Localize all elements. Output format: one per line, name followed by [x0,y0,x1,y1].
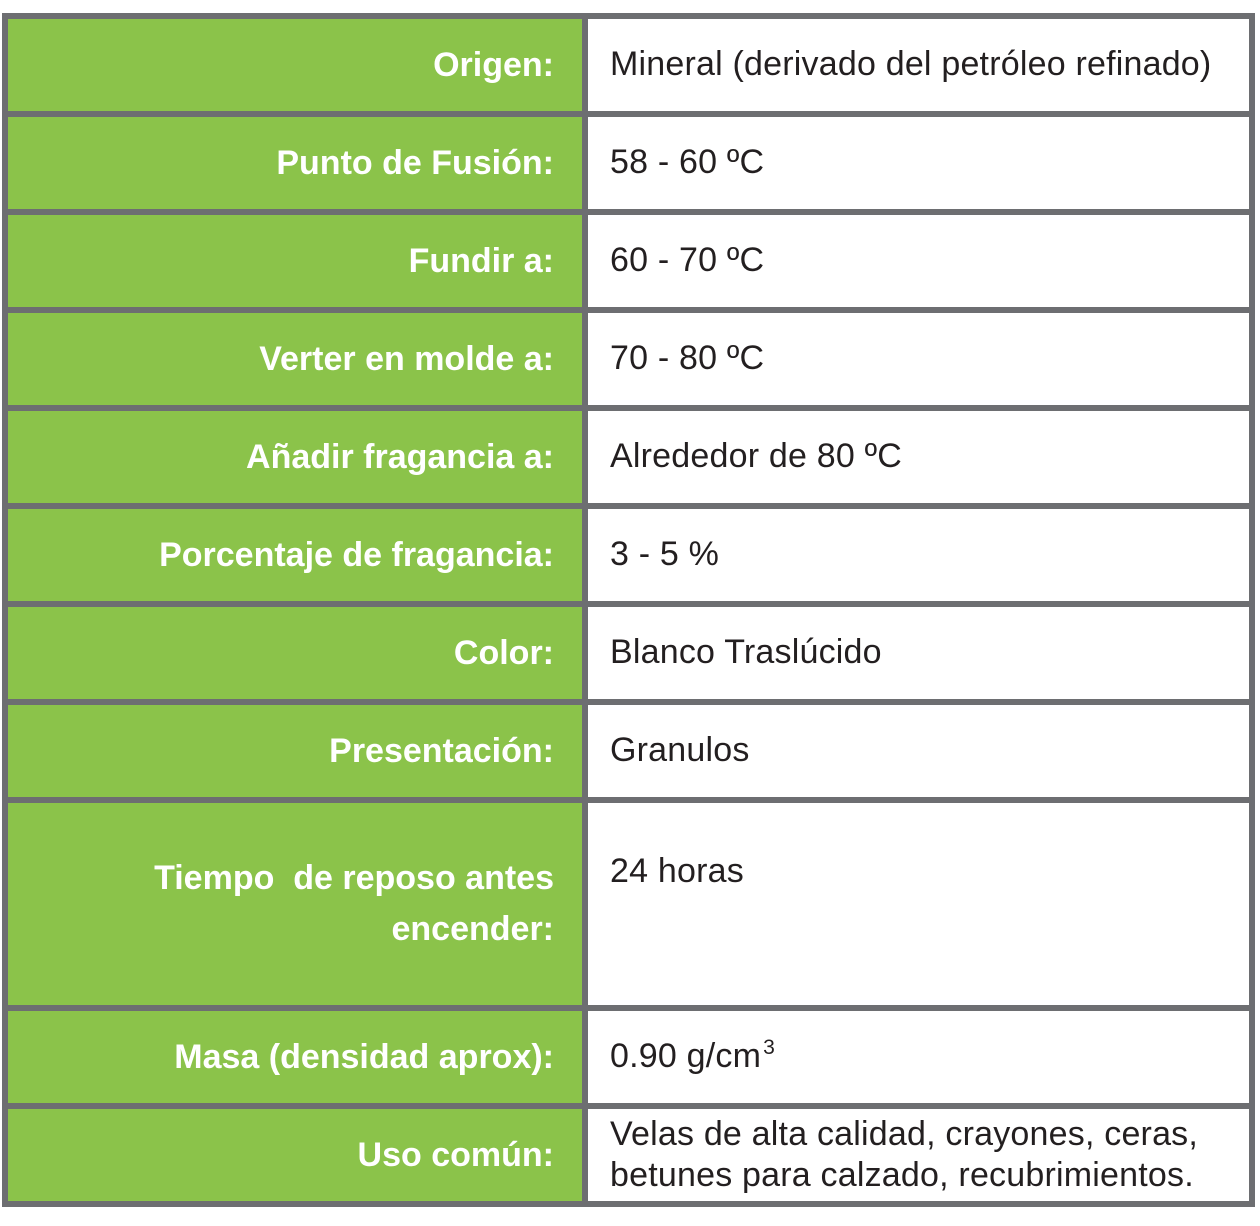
label-text-porcentaje-de-fragancia: Porcentaje de fragancia: [159,535,554,574]
value-cell-color: Blanco Traslúcido [588,607,1249,699]
label-text-punto-de-fusion: Punto de Fusión: [276,143,554,182]
value-text-origen: Mineral (derivado del petróleo refinado) [610,45,1212,84]
label-cell-fundir-a: Fundir a: [8,215,582,307]
value-cell-punto-de-fusion: 58 - 60 ºC [588,117,1249,209]
value-text-masa-superscript: 3 [763,1035,776,1059]
value-text-masa-densidad: 0.90 g/cm3 [610,1036,775,1077]
spec-table: Origen: Mineral (derivado del petróleo r… [2,13,1255,1207]
value-text-masa-main: 0.90 g/cm [610,1037,762,1076]
label-text-origen: Origen: [433,45,554,84]
label-text-presentacion: Presentación: [329,731,554,770]
value-text-color: Blanco Traslúcido [610,633,882,672]
value-cell-uso-comun: Velas de alta calidad, crayones, ceras, … [588,1109,1249,1201]
value-text-anadir-fragancia-a: Alrededor de 80 ºC [610,437,902,476]
label-cell-uso-comun: Uso común: [8,1109,582,1201]
value-text-fundir-a: 60 - 70 ºC [610,241,765,280]
label-text-uso-comun: Uso común: [357,1135,554,1174]
label-cell-porcentaje-de-fragancia: Porcentaje de fragancia: [8,509,582,601]
value-text-punto-de-fusion: 58 - 60 ºC [610,143,765,182]
value-text-uso-comun: Velas de alta calidad, crayones, ceras, … [610,1114,1199,1194]
label-cell-anadir-fragancia-a: Añadir fragancia a: [8,411,582,503]
value-text-verter-en-molde-a: 70 - 80 ºC [610,339,765,378]
label-text-tiempo-de-reposo: Tiempo de reposo antes encender: [154,859,554,948]
label-cell-presentacion: Presentación: [8,705,582,797]
value-cell-presentacion: Granulos [588,705,1249,797]
value-text-presentacion: Granulos [610,731,750,770]
value-cell-fundir-a: 60 - 70 ºC [588,215,1249,307]
label-text-masa-densidad: Masa (densidad aprox): [174,1037,554,1076]
label-cell-punto-de-fusion: Punto de Fusión: [8,117,582,209]
label-cell-color: Color: [8,607,582,699]
label-cell-verter-en-molde-a: Verter en molde a: [8,313,582,405]
label-cell-masa-densidad: Masa (densidad aprox): [8,1011,582,1103]
label-cell-origen: Origen: [8,19,582,111]
value-cell-porcentaje-de-fragancia: 3 - 5 % [588,509,1249,601]
label-text-color: Color: [453,633,554,672]
value-cell-masa-densidad: 0.90 g/cm3 [588,1011,1249,1103]
label-text-anadir-fragancia-a: Añadir fragancia a: [246,437,554,476]
value-text-porcentaje-de-fragancia: 3 - 5 % [610,535,720,574]
label-cell-tiempo-de-reposo: Tiempo de reposo antes encender: [8,803,582,1005]
label-text-verter-en-molde-a: Verter en molde a: [259,339,554,378]
value-cell-origen: Mineral (derivado del petróleo refinado) [588,19,1249,111]
value-cell-anadir-fragancia-a: Alrededor de 80 ºC [588,411,1249,503]
label-text-fundir-a: Fundir a: [408,241,554,280]
value-cell-tiempo-de-reposo: 24 horas [588,803,1249,1005]
value-text-tiempo-de-reposo: 24 horas [610,852,744,890]
value-cell-verter-en-molde-a: 70 - 80 ºC [588,313,1249,405]
